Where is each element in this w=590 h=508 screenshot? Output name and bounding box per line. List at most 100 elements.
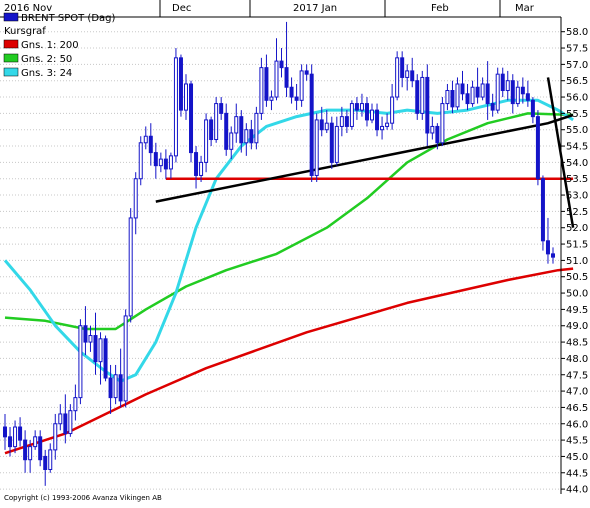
candle-body-down [264,67,269,101]
candle-body-up [229,132,234,150]
candle [98,332,103,385]
candle [173,48,178,163]
candle [128,208,133,323]
candle-body-up [495,73,500,111]
candle [229,126,234,160]
candle [450,80,455,114]
candle-body-up [359,103,364,111]
y-tick-label: 57.5 [566,44,588,55]
candle-body-down [530,99,535,118]
y-tick-label: 44.0 [566,485,588,496]
candle [530,97,535,124]
candle [440,97,445,147]
candle [430,116,435,140]
candle-body-down [108,377,113,399]
candle-body-up [455,83,460,108]
candle-body-down [249,129,254,144]
candle-body-up [88,335,93,343]
candle-body-down [490,103,495,111]
candle-body-down [8,436,13,448]
candle [73,384,78,421]
candle-body-up [470,86,475,105]
candle-body-up [33,436,38,448]
candle-body-down [520,86,525,95]
y-tick-label: 45.0 [566,452,588,463]
candle [480,77,485,101]
candle-body-up [58,413,63,425]
candle [3,413,7,450]
candle-body-down [435,125,440,144]
candle [380,116,385,140]
candle-body-down [450,90,455,108]
candle-body-up [173,57,178,157]
candle [153,142,158,179]
copyright-footer: Copyright (c) 1993-2006 Avanza Vikingen … [4,494,162,502]
y-tick-label: 52.5 [566,207,588,218]
candle-body-up [430,125,435,134]
candle-body-up [505,80,510,92]
candle-body-up [204,119,209,163]
candle [28,440,33,473]
candle [299,64,304,107]
x-axis-label: Mar [515,3,535,14]
candle [375,103,380,137]
y-tick-label: 54.0 [566,158,588,169]
candle [490,93,495,117]
candle-body-up [334,125,339,163]
x-axis-label: 2016 Nov [4,3,52,14]
candle [148,123,153,166]
candle [249,119,254,150]
candle [395,51,400,101]
candle [445,83,450,111]
candle [309,64,314,182]
candle [525,80,530,107]
candle [43,449,48,486]
candle-body-up [515,86,520,105]
candle [274,38,279,101]
candle-body-up [214,103,219,141]
candle-body-up [314,119,319,176]
legend-label: BRENT SPOT (Dag) [21,13,116,24]
candle [349,100,354,130]
candle [455,77,460,111]
candle-body-down [304,70,309,75]
candle [465,83,470,111]
candle-body-down [284,67,289,88]
candle-body-down [475,86,480,98]
candle [505,70,510,101]
candle [515,80,520,107]
candle-body-up [380,125,385,131]
candle-body-down [38,436,43,461]
candle-body-down [279,60,284,69]
candle-body-down [545,240,550,255]
candle-body-up [420,76,425,114]
candle [510,74,515,114]
legend-label: Kursgraf [4,26,46,37]
candle [304,64,309,81]
candle [23,430,28,473]
candle-body-down [43,455,48,470]
y-tick-label: 49.5 [566,305,588,316]
candle [339,106,344,137]
candle [83,306,88,356]
candle [415,74,420,120]
candle-body-down [118,374,123,402]
candle-body-down [375,109,380,131]
candle [103,335,108,382]
candle [163,149,168,179]
y-tick-label: 47.5 [566,370,588,381]
x-axis-label: Dec [172,3,191,14]
candle [370,103,375,124]
candle [425,64,430,147]
candle [264,54,269,107]
candle [189,80,194,163]
candle-body-up [199,161,204,176]
candle [314,113,319,182]
candle-body-up [28,446,33,461]
candle-body-down [194,152,199,176]
candle [329,116,334,169]
candle [13,420,18,454]
candle [178,54,183,117]
candle-body-down [540,178,545,242]
